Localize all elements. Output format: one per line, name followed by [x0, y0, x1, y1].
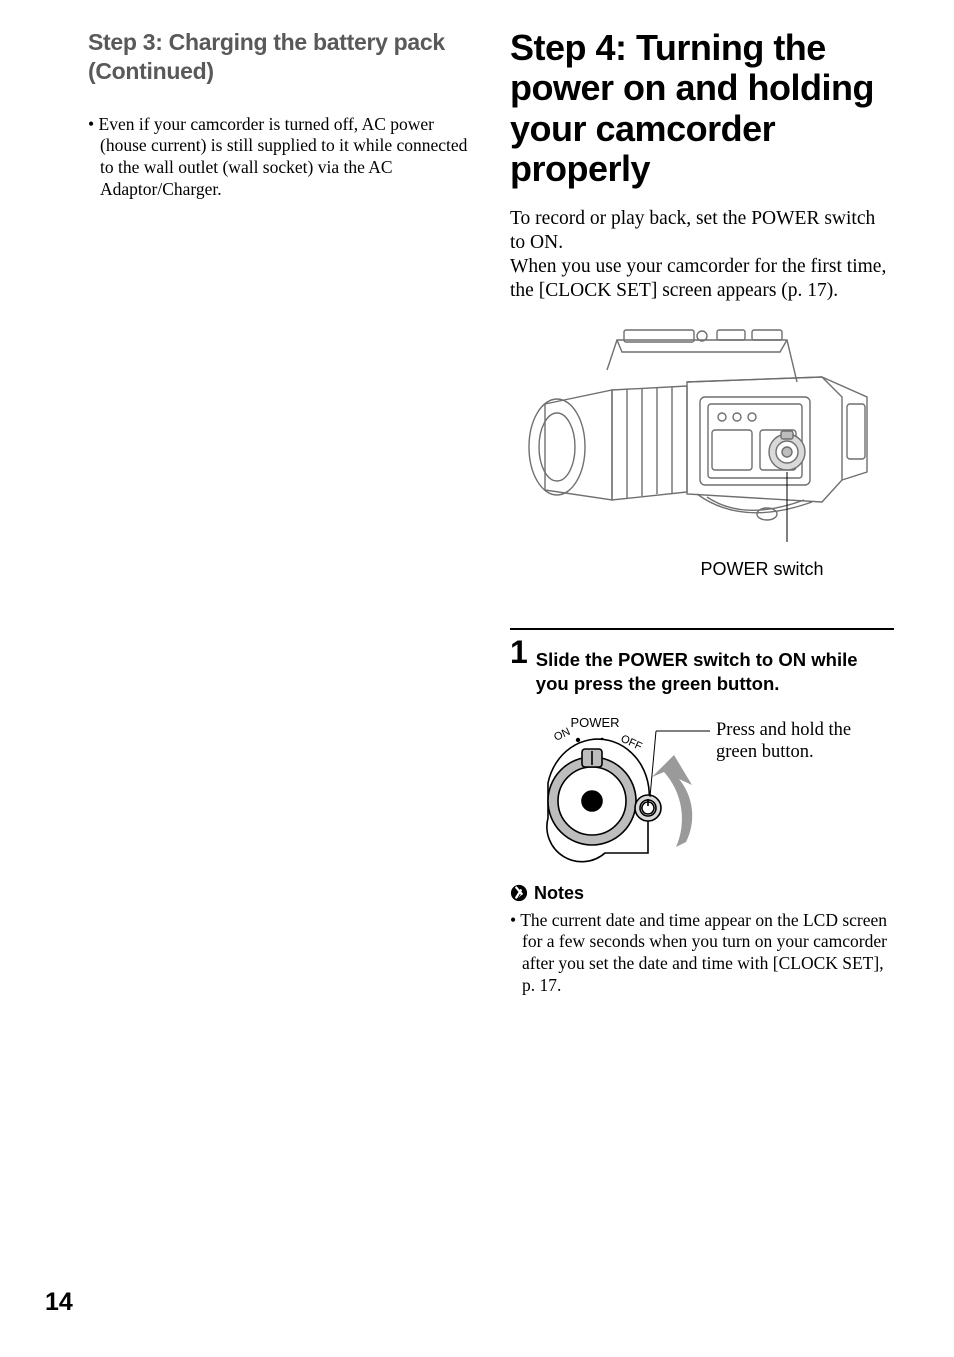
notes-header: Notes — [510, 883, 894, 904]
page-number: 14 — [45, 1288, 73, 1317]
notes-list: The current date and time appear on the … — [510, 910, 894, 997]
left-bullet-list: Even if your camcorder is turned off, AC… — [88, 114, 472, 201]
camcorder-figure: POWER switch — [510, 322, 894, 580]
step-text: Slide the POWER switch to ON while you p… — [536, 640, 894, 694]
power-switch-figure: POWER ON OFF — [530, 713, 894, 863]
continued-heading: Step 3: Charging the battery pack (Conti… — [88, 28, 472, 86]
intro-paragraph: To record or play back, set the POWER sw… — [510, 207, 894, 302]
on-label: ON — [552, 725, 572, 743]
right-column: Step 4: Turning the power on and holding… — [510, 28, 894, 996]
step-1: 1 Slide the POWER switch to ON while you… — [510, 640, 894, 694]
step-number: 1 — [510, 636, 528, 668]
notes-icon — [510, 884, 528, 902]
camcorder-illustration — [512, 322, 892, 557]
notes-item: The current date and time appear on the … — [510, 910, 894, 997]
section-rule — [510, 628, 894, 630]
notes-label: Notes — [534, 883, 584, 904]
left-column: Step 3: Charging the battery pack (Conti… — [88, 28, 472, 996]
switch-callout: Press and hold the green button. — [716, 719, 894, 763]
power-label: POWER — [570, 715, 619, 730]
power-switch-illustration: POWER ON OFF — [530, 713, 710, 863]
figure-caption: POWER switch — [630, 559, 894, 580]
left-bullet-item: Even if your camcorder is turned off, AC… — [88, 114, 472, 201]
main-heading: Step 4: Turning the power on and holding… — [510, 28, 894, 189]
